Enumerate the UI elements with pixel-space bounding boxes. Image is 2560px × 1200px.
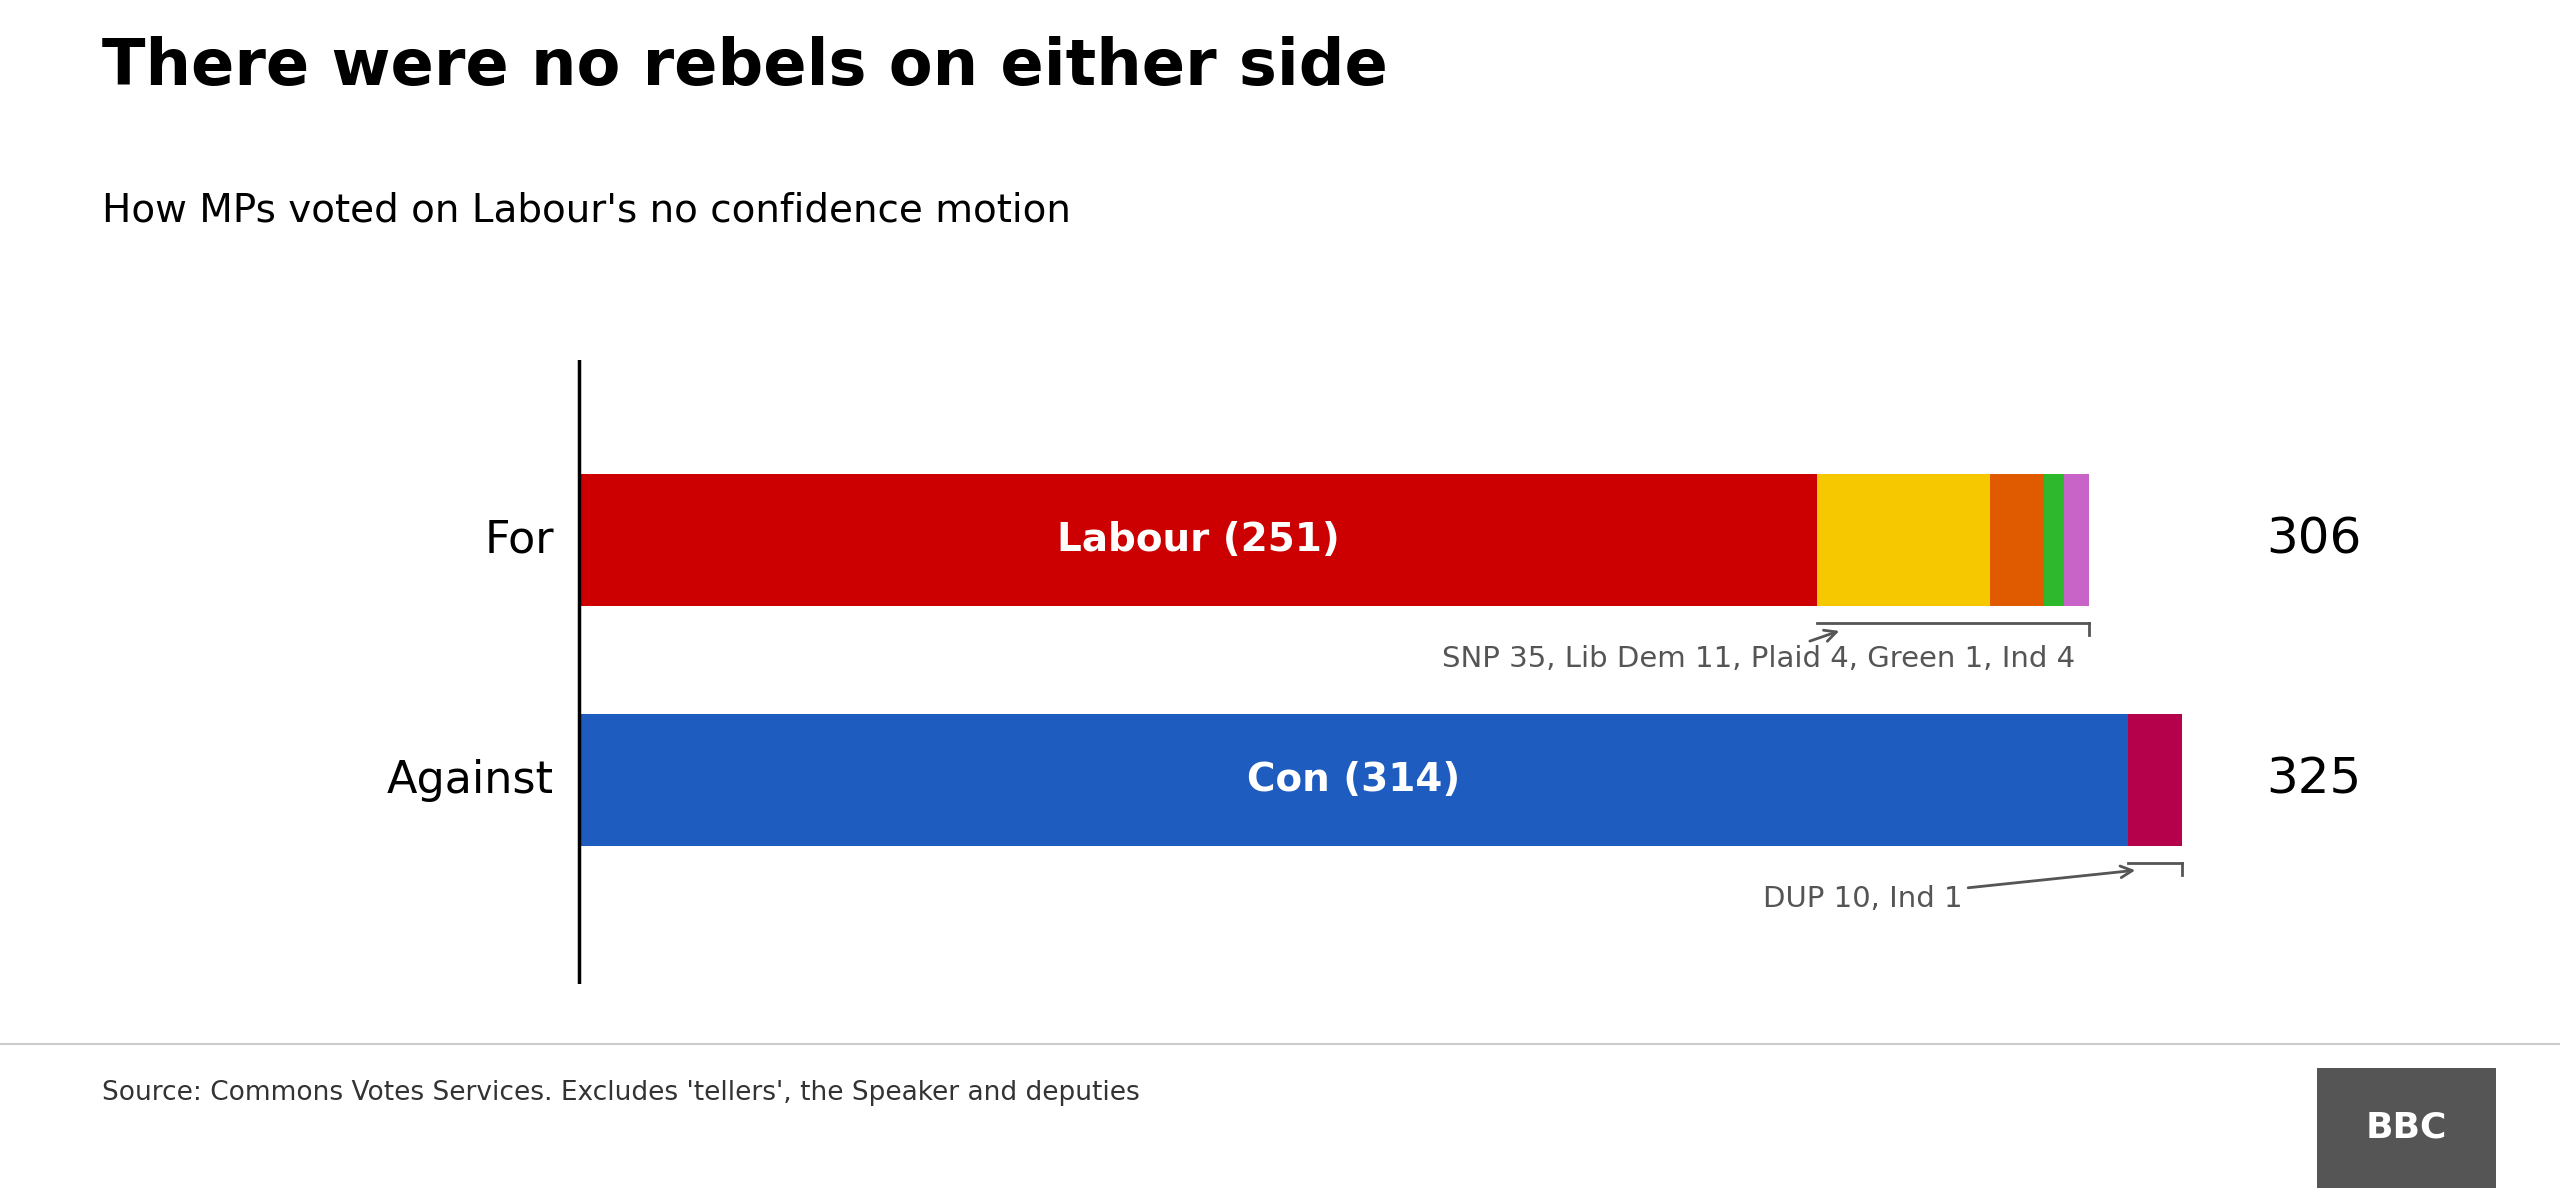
Text: How MPs voted on Labour's no confidence motion: How MPs voted on Labour's no confidence …: [102, 192, 1070, 230]
Text: There were no rebels on either side: There were no rebels on either side: [102, 36, 1388, 98]
Text: Source: Commons Votes Services. Excludes 'tellers', the Speaker and deputies: Source: Commons Votes Services. Excludes…: [102, 1080, 1139, 1106]
Bar: [1818, 474, 1989, 606]
Text: DUP 10, Ind 1: DUP 10, Ind 1: [1764, 866, 2132, 913]
Bar: [2063, 474, 2089, 606]
Text: Against: Against: [387, 758, 553, 802]
Text: 325: 325: [2266, 756, 2363, 804]
Text: For: For: [484, 518, 553, 562]
Bar: [2045, 474, 2063, 606]
Text: BBC: BBC: [2365, 1111, 2447, 1145]
Bar: [2127, 714, 2184, 846]
Bar: [1989, 474, 2045, 606]
Text: Labour (251): Labour (251): [1057, 521, 1339, 559]
Text: 306: 306: [2266, 516, 2363, 564]
Text: Con (314): Con (314): [1247, 761, 1459, 799]
Bar: [579, 474, 1818, 606]
Text: SNP 35, Lib Dem 11, Plaid 4, Green 1, Ind 4: SNP 35, Lib Dem 11, Plaid 4, Green 1, In…: [1441, 630, 2076, 673]
Bar: [579, 714, 2127, 846]
